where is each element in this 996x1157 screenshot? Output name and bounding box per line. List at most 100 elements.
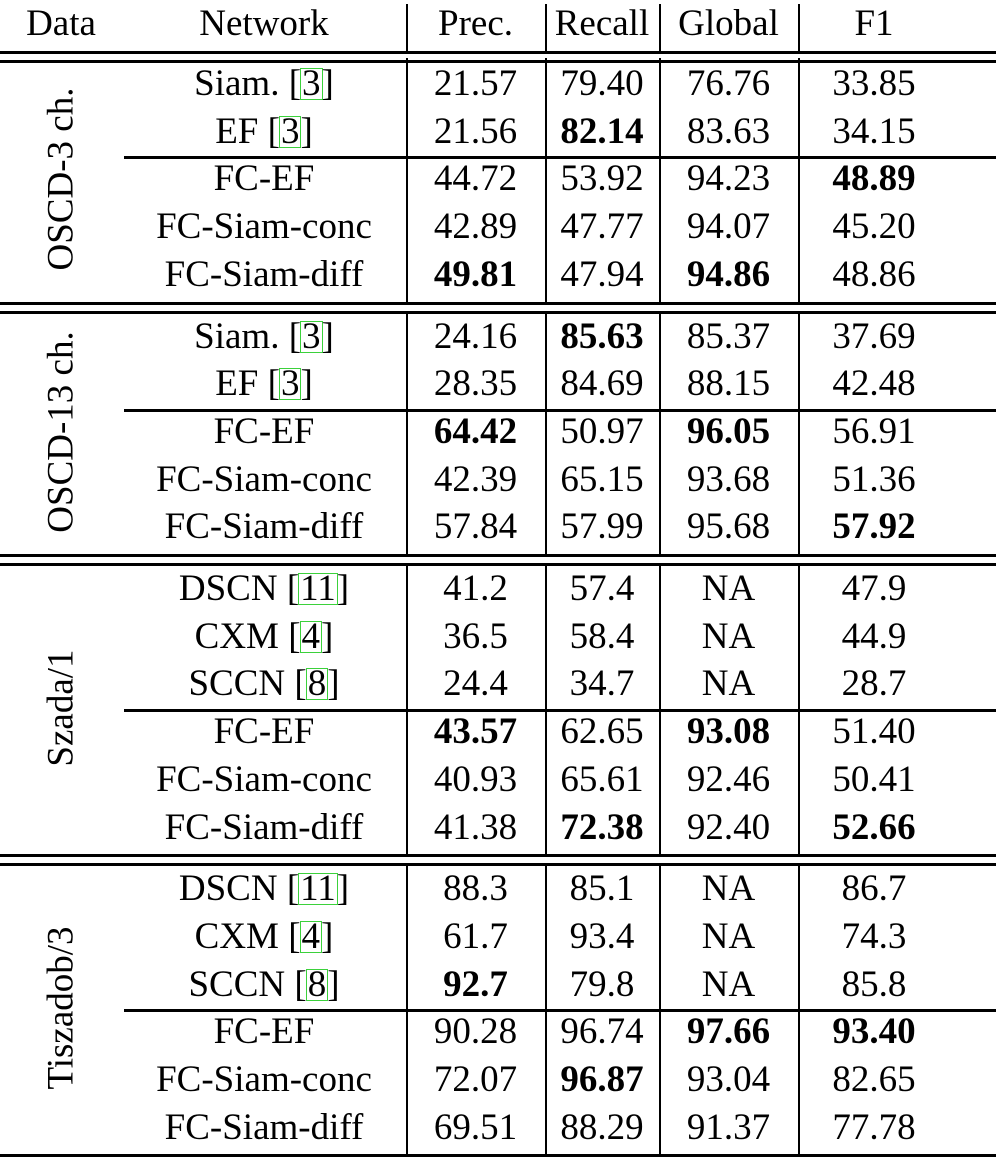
network-label: FC-Siam-diff bbox=[164, 506, 364, 548]
global-value-text: 94.07 bbox=[686, 206, 771, 248]
horizontal-rule bbox=[0, 301, 996, 305]
f1-value-text: 37.69 bbox=[832, 315, 916, 357]
citation: [4] bbox=[278, 915, 334, 957]
recall-value-text: 79.40 bbox=[560, 63, 644, 104]
citation-link[interactable]: 4 bbox=[299, 915, 323, 957]
network-name: FC-Siam-conc bbox=[122, 456, 406, 504]
f1-value: 56.91 bbox=[798, 408, 996, 456]
recall-value: 93.4 bbox=[545, 913, 659, 961]
network-name: DSCN [11] bbox=[122, 865, 406, 913]
citation-link[interactable]: 8 bbox=[305, 663, 329, 705]
precision-value: 24.16 bbox=[406, 313, 545, 361]
precision-value-text: 72.07 bbox=[433, 1059, 518, 1100]
recall-value: 34.7 bbox=[545, 660, 659, 708]
network-name: FC-EF bbox=[122, 1008, 406, 1056]
f1-value: 51.36 bbox=[798, 456, 996, 504]
recall-value: 79.8 bbox=[545, 961, 659, 1009]
f1-value-text: 82.65 bbox=[832, 1059, 916, 1100]
precision-value: 41.2 bbox=[406, 565, 545, 613]
f1-value-text: 34.15 bbox=[832, 110, 916, 152]
f1-value-text: 77.78 bbox=[832, 1106, 916, 1148]
citation-link[interactable]: 8 bbox=[305, 963, 329, 1005]
network-name: FC-Siam-conc bbox=[122, 1056, 406, 1104]
global-value: 88.15 bbox=[659, 360, 798, 408]
vertical-rule bbox=[545, 863, 547, 1155]
network-name: EF [3] bbox=[122, 360, 406, 408]
network-name: DSCN [11] bbox=[122, 565, 406, 613]
f1-value: 50.41 bbox=[798, 756, 996, 804]
f1-value-text: 48.86 bbox=[832, 253, 916, 295]
precision-value: 21.57 bbox=[406, 60, 545, 108]
precision-value: 43.57 bbox=[406, 708, 545, 756]
recall-value-text: 34.7 bbox=[569, 663, 635, 705]
precision-value: 49.81 bbox=[406, 251, 545, 299]
recall-value-text: 96.87 bbox=[560, 1059, 644, 1100]
global-value-text: NA bbox=[701, 963, 756, 1005]
network-name: FC-EF bbox=[122, 155, 406, 203]
citation-link[interactable]: 3 bbox=[300, 315, 323, 357]
table-row: Siam. [3] 24.16 85.63 85.37 37.69 bbox=[0, 313, 996, 361]
network-label: EF bbox=[215, 110, 259, 152]
vertical-rule bbox=[798, 863, 800, 1155]
precision-value-text: 21.56 bbox=[433, 110, 518, 152]
global-value: NA bbox=[659, 565, 798, 613]
network-name: FC-Siam-diff bbox=[122, 503, 406, 551]
f1-value: 45.20 bbox=[798, 203, 996, 251]
global-value: 92.46 bbox=[659, 756, 798, 804]
recall-value-text: 72.38 bbox=[560, 806, 644, 848]
f1-value: 44.9 bbox=[798, 613, 996, 661]
global-value: NA bbox=[659, 865, 798, 913]
citation-link[interactable]: 11 bbox=[298, 868, 338, 910]
global-value: 83.63 bbox=[659, 108, 798, 156]
global-value: 93.68 bbox=[659, 456, 798, 504]
network-name: CXM [4] bbox=[122, 613, 406, 661]
network-label: FC-Siam-conc bbox=[156, 1059, 372, 1100]
global-value: 93.04 bbox=[659, 1056, 798, 1104]
precision-value: 88.3 bbox=[406, 865, 545, 913]
precision-value-text: 42.39 bbox=[433, 458, 518, 500]
citation-link[interactable]: 3 bbox=[300, 63, 323, 104]
f1-value: 74.3 bbox=[798, 913, 996, 961]
global-value: 94.07 bbox=[659, 203, 798, 251]
recall-value-text: 53.92 bbox=[560, 158, 644, 200]
global-value-text: NA bbox=[701, 568, 756, 609]
recall-value: 58.4 bbox=[545, 613, 659, 661]
f1-value-text: 57.92 bbox=[832, 506, 916, 548]
f1-value: 34.15 bbox=[798, 108, 996, 156]
global-value: 91.37 bbox=[659, 1104, 798, 1152]
table-row: FC-Siam-conc 42.89 47.77 94.07 45.20 bbox=[0, 203, 996, 251]
citation-link[interactable]: 11 bbox=[298, 568, 338, 609]
recall-value-text: 47.94 bbox=[560, 253, 644, 295]
table-row: DSCN [11] 41.2 57.4 NA 47.9 bbox=[0, 565, 996, 613]
recall-value-text: 57.99 bbox=[560, 506, 644, 548]
global-value: 93.08 bbox=[659, 708, 798, 756]
precision-value-text: 69.51 bbox=[433, 1106, 518, 1148]
global-value: 92.40 bbox=[659, 804, 798, 852]
f1-value: 48.89 bbox=[798, 155, 996, 203]
precision-value-text: 92.7 bbox=[443, 963, 508, 1005]
table-row: FC-Siam-diff 57.84 57.99 95.68 57.92 bbox=[0, 503, 996, 551]
vertical-rule bbox=[659, 563, 661, 855]
f1-value-text: 85.8 bbox=[841, 963, 907, 1005]
precision-value: 44.72 bbox=[406, 155, 545, 203]
horizontal-rule bbox=[0, 863, 996, 867]
recall-value: 88.29 bbox=[545, 1104, 659, 1152]
global-value: 85.37 bbox=[659, 313, 798, 361]
global-value: NA bbox=[659, 913, 798, 961]
citation: [4] bbox=[278, 615, 334, 657]
table-row: FC-EF 44.72 53.92 94.23 48.89 bbox=[0, 155, 996, 203]
f1-value-text: 50.41 bbox=[832, 758, 916, 800]
vertical-rule bbox=[798, 4, 800, 53]
citation-link[interactable]: 3 bbox=[278, 110, 302, 152]
global-value-text: 95.68 bbox=[686, 506, 771, 548]
network-label: EF bbox=[215, 363, 259, 405]
recall-value: 50.97 bbox=[545, 408, 659, 456]
f1-value-text: 56.91 bbox=[832, 410, 916, 452]
horizontal-rule bbox=[0, 554, 996, 557]
precision-value-text: 24.16 bbox=[433, 315, 518, 357]
citation-link[interactable]: 4 bbox=[299, 615, 323, 657]
network-name: FC-Siam-diff bbox=[122, 804, 406, 852]
citation-link[interactable]: 3 bbox=[278, 363, 302, 405]
network-name: FC-Siam-conc bbox=[122, 756, 406, 804]
f1-value: 33.85 bbox=[798, 60, 996, 108]
